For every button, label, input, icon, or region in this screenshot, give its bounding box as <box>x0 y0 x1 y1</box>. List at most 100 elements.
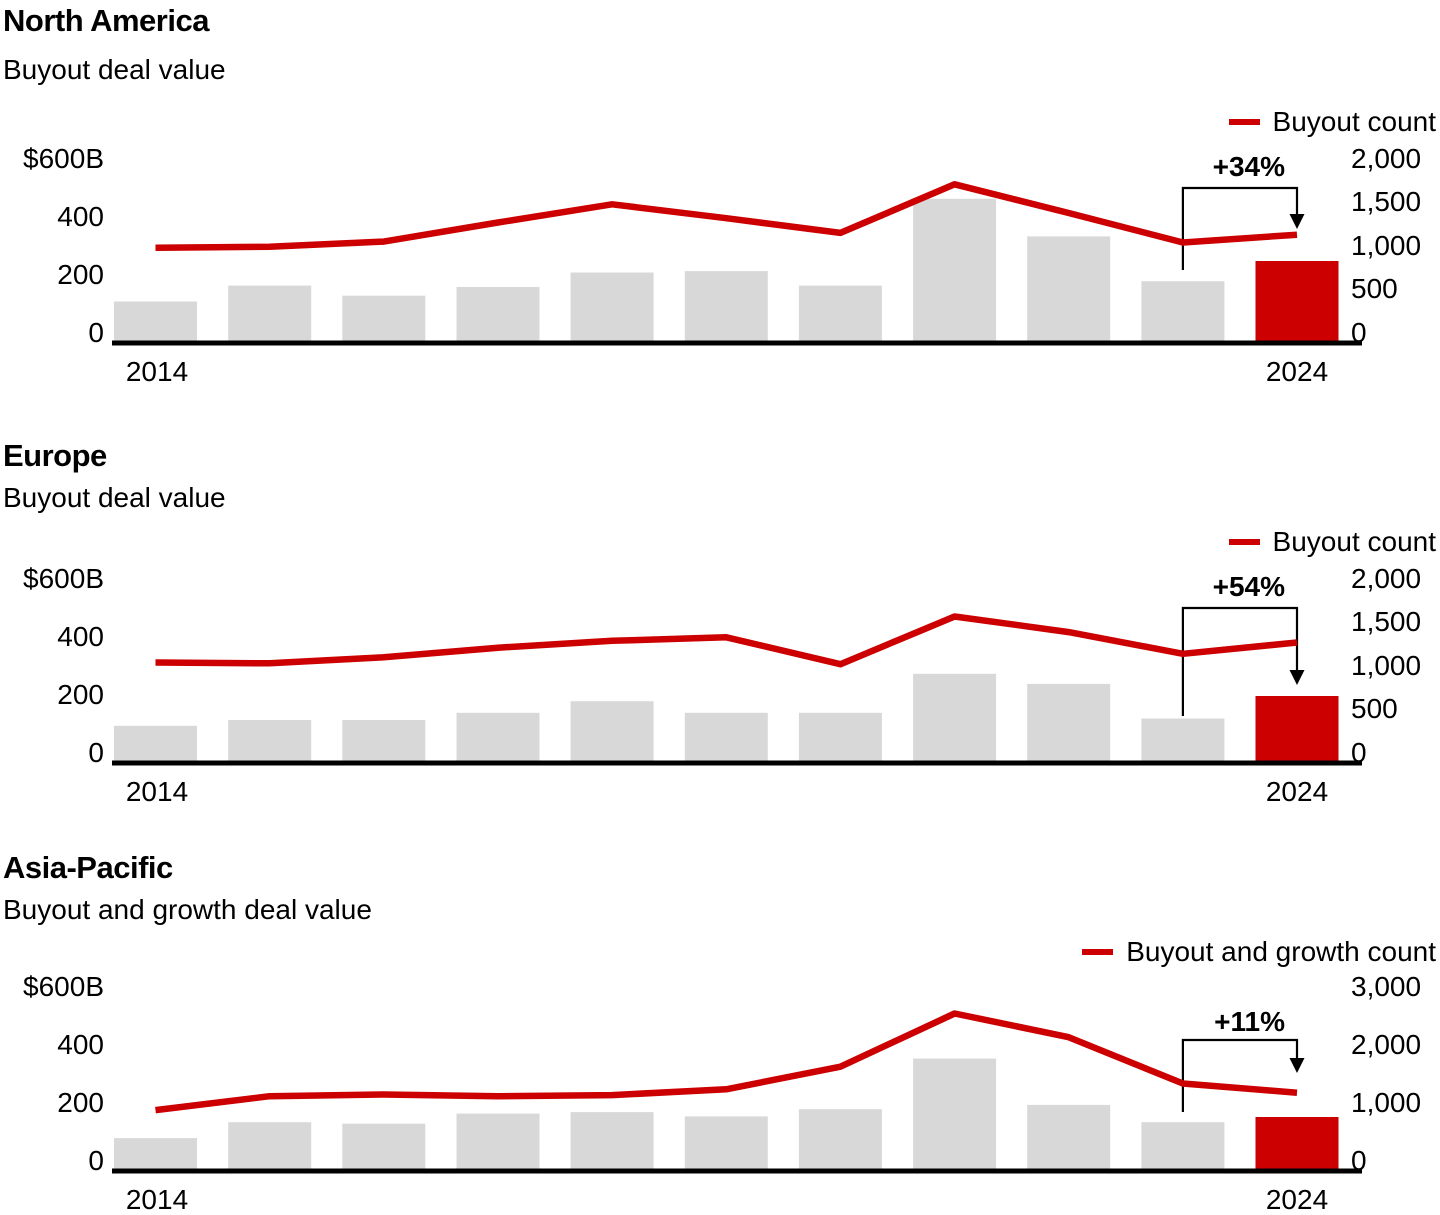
count-line <box>155 181 1298 251</box>
left-axis-tick: 400 <box>57 201 104 232</box>
left-axis-ticks: $600B 400 200 0 <box>0 0 104 420</box>
bar-2014 <box>114 1138 197 1173</box>
chart-subtitle: Buyout deal value <box>3 482 226 513</box>
legend-label: Buyout count <box>1272 526 1436 557</box>
x-axis-label-last: 2024 <box>1265 1184 1329 1215</box>
change-bracket <box>1181 186 1299 270</box>
bar-2024 <box>1255 696 1339 765</box>
bar-2015 <box>228 1122 312 1173</box>
bar-2018 <box>570 272 654 345</box>
legend: Buyout count <box>1228 526 1436 558</box>
bar-2019 <box>684 1116 768 1173</box>
bar-2017 <box>456 1113 540 1173</box>
legend: Buyout and growth count <box>1082 936 1436 968</box>
bar-2014 <box>114 301 197 345</box>
change-arrowhead-icon <box>1289 214 1305 229</box>
left-axis-tick: 200 <box>57 679 104 710</box>
left-axis-ticks: $600B 400 200 0 <box>0 828 104 1215</box>
chart-title: Asia-Pacific <box>3 850 173 885</box>
right-axis-tick: 500 <box>1351 693 1398 724</box>
left-axis-tick: 0 <box>88 737 104 768</box>
right-axis-tick: 1,000 <box>1351 650 1422 681</box>
right-axis-ticks: 3,000 2,000 1,000 0 <box>1351 828 1440 1215</box>
right-axis-ticks: 2,000 1,500 1,000 500 0 <box>1351 420 1440 828</box>
chart-canvas <box>112 1010 1362 1174</box>
bar-2015 <box>228 720 312 765</box>
left-axis-ticks: $600B 400 200 0 <box>0 420 104 828</box>
chart-subtitle: Buyout deal value <box>3 54 226 85</box>
right-axis-tick: 500 <box>1351 273 1398 304</box>
change-arrowhead-icon <box>1289 1058 1305 1073</box>
bar-2018 <box>570 701 654 765</box>
bar-2016 <box>342 295 426 345</box>
bar-2016 <box>342 720 426 765</box>
change-annotation: +54% <box>1212 571 1285 602</box>
bar-2016 <box>342 1123 426 1173</box>
right-axis-tick: 0 <box>1351 737 1367 768</box>
chart-subtitle: Buyout and growth deal value <box>3 894 372 925</box>
right-axis-tick: 3,000 <box>1351 971 1422 1002</box>
chart-panel-asia-pacific: Asia-Pacific Buyout and growth deal valu… <box>0 828 1440 1215</box>
chart-panel-north-america: North America Buyout deal value Buyout c… <box>0 0 1440 420</box>
bar-2021 <box>913 673 997 766</box>
bar-2018 <box>570 1112 654 1173</box>
left-axis-tick: $600B <box>23 971 104 1002</box>
bar-2015 <box>228 285 312 345</box>
bar-2020 <box>798 1109 882 1173</box>
left-axis-tick: 400 <box>57 1029 104 1060</box>
right-axis-tick: 1,500 <box>1351 186 1422 217</box>
left-axis-tick: 0 <box>88 1145 104 1176</box>
bar-2023 <box>1141 1122 1225 1173</box>
left-axis-tick: 400 <box>57 621 104 652</box>
right-axis-tick: 0 <box>1351 1145 1367 1176</box>
bar-2022 <box>1027 1104 1111 1173</box>
left-axis-tick: $600B <box>23 143 104 174</box>
left-axis-tick: 0 <box>88 317 104 348</box>
bar-2024 <box>1255 261 1339 345</box>
change-arrowhead-icon <box>1289 670 1305 685</box>
right-axis-tick: 0 <box>1351 317 1367 348</box>
x-axis-label-last: 2024 <box>1265 356 1329 387</box>
x-axis-label-last: 2024 <box>1265 776 1329 807</box>
change-annotation: +11% <box>1214 1006 1285 1037</box>
left-axis-tick: 200 <box>57 259 104 290</box>
x-axis-label-first: 2014 <box>125 1184 189 1215</box>
bar-2019 <box>684 271 768 345</box>
change-annotation: +34% <box>1212 151 1285 182</box>
chart-canvas <box>112 606 1362 766</box>
line-series-swatch-icon <box>1228 539 1260 545</box>
bar-2020 <box>798 712 882 765</box>
count-line <box>155 1010 1298 1114</box>
legend-label: Buyout and growth count <box>1126 936 1436 967</box>
bar-2023 <box>1141 718 1225 765</box>
line-series-swatch-icon <box>1228 119 1260 125</box>
x-axis-line <box>112 340 1362 346</box>
x-axis-line <box>112 760 1362 766</box>
x-axis-label-first: 2014 <box>125 776 189 807</box>
line-series-swatch-icon <box>1082 949 1114 955</box>
change-bracket <box>1181 606 1299 716</box>
bar-2014 <box>114 725 197 765</box>
bar-2023 <box>1141 281 1225 345</box>
legend: Buyout count <box>1228 106 1436 138</box>
bar-2024 <box>1255 1117 1339 1173</box>
bar-2019 <box>684 712 768 765</box>
bars-group <box>114 1058 1339 1173</box>
legend-label: Buyout count <box>1272 106 1436 137</box>
bar-2020 <box>798 285 882 345</box>
change-bracket <box>1181 1038 1299 1112</box>
right-axis-tick: 1,000 <box>1351 230 1422 261</box>
count-line <box>155 613 1298 668</box>
bar-2022 <box>1027 683 1111 765</box>
left-axis-tick: 200 <box>57 1087 104 1118</box>
right-axis-tick: 2,000 <box>1351 563 1422 594</box>
chart-title: North America <box>3 3 209 38</box>
right-axis-tick: 1,000 <box>1351 1087 1422 1118</box>
chart-title: Europe <box>3 438 107 473</box>
bar-2022 <box>1027 236 1111 345</box>
chart-panel-europe: Europe Buyout deal value Buyout count $6… <box>0 420 1440 828</box>
bar-2021 <box>913 198 997 345</box>
bar-2017 <box>456 287 540 345</box>
right-axis-ticks: 2,000 1,500 1,000 500 0 <box>1351 0 1440 420</box>
bars-group <box>114 198 1339 345</box>
